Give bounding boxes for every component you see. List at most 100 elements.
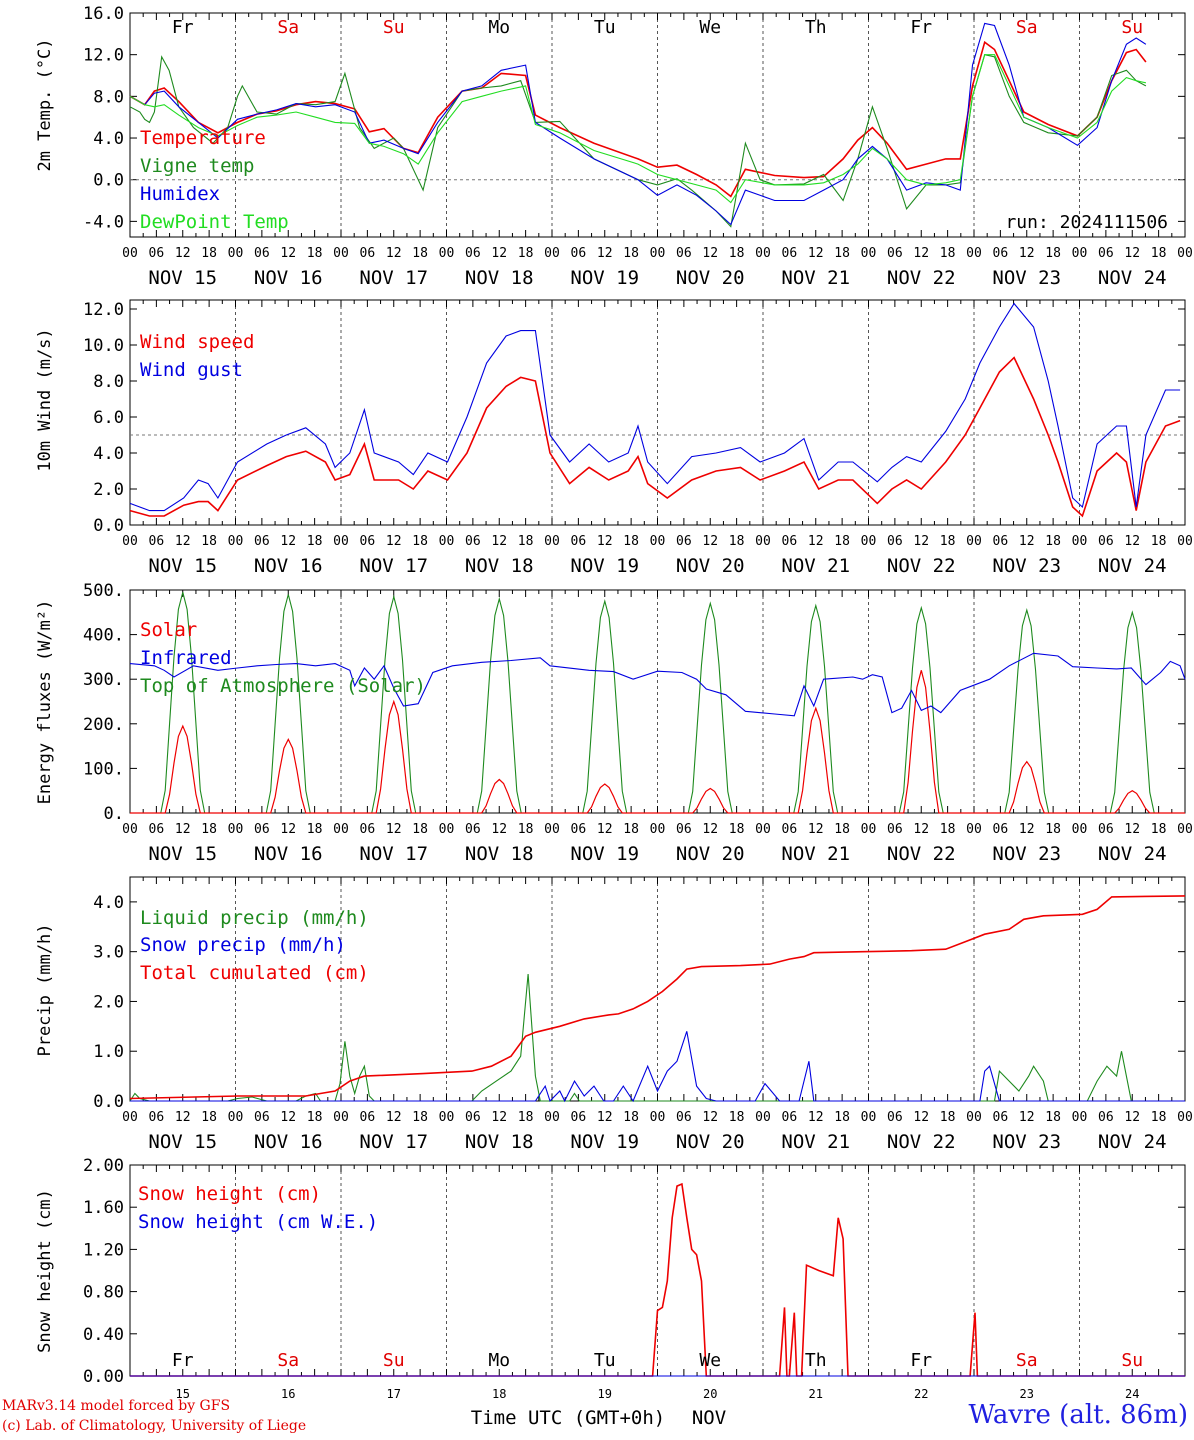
hour-tick-label: 18 xyxy=(623,822,639,837)
date-label: NOV 20 xyxy=(676,1131,745,1153)
y-tick-label: 2.0 xyxy=(93,992,124,1012)
hour-tick-label: 18 xyxy=(307,1110,323,1125)
hour-tick-label: 06 xyxy=(1098,534,1114,549)
hour-tick-label: 12 xyxy=(386,534,402,549)
y-tick-label: 12.0 xyxy=(83,46,124,66)
hour-tick-label: 12 xyxy=(597,534,613,549)
y-tick-label: 10.0 xyxy=(83,336,124,356)
hour-tick-label: 06 xyxy=(571,534,587,549)
day-number-label: 20 xyxy=(703,1387,717,1401)
hour-tick-label: 00 xyxy=(439,246,455,261)
hour-tick-label: 06 xyxy=(571,822,587,837)
legend-entry: Top of Atmosphere (Solar) xyxy=(140,675,426,697)
hour-tick-label: 00 xyxy=(544,246,560,261)
date-label: NOV 19 xyxy=(570,555,639,577)
hour-tick-label: 18 xyxy=(1151,534,1167,549)
hour-tick-label: 00 xyxy=(650,1110,666,1125)
hour-tick-label: 18 xyxy=(940,822,956,837)
legend-entry: Humidex xyxy=(140,183,220,205)
y-tick-label: 0. xyxy=(104,804,124,824)
hour-tick-label: 18 xyxy=(729,534,745,549)
wind-speed-line xyxy=(129,356,1181,518)
vigne-temp-line xyxy=(129,54,1147,228)
hour-tick-label: 06 xyxy=(149,1110,165,1125)
weekday-label: Su xyxy=(1121,17,1143,38)
day-number-label: 23 xyxy=(1020,1387,1034,1401)
hour-tick-label: 00 xyxy=(650,534,666,549)
hour-tick-label: 12 xyxy=(1019,246,1035,261)
hour-tick-label: 12 xyxy=(913,1110,929,1125)
legend-entry: Solar xyxy=(140,619,197,641)
hour-tick-label: 12 xyxy=(1019,822,1035,837)
day-number-label: 21 xyxy=(809,1387,823,1401)
y-tick-label: 0.0 xyxy=(93,171,124,191)
hour-tick-label: 00 xyxy=(333,246,349,261)
hour-tick-label: 18 xyxy=(623,246,639,261)
y-tick-label: 4.0 xyxy=(93,444,124,464)
date-label: NOV 16 xyxy=(254,1131,323,1153)
hour-tick-label: 18 xyxy=(623,534,639,549)
date-label: NOV 17 xyxy=(359,843,428,865)
hour-tick-label: 06 xyxy=(993,246,1009,261)
y-tick-label: 1.60 xyxy=(83,1198,124,1218)
temperature-line xyxy=(129,40,1147,198)
hour-tick-label: 06 xyxy=(149,246,165,261)
hour-tick-label: 06 xyxy=(782,534,798,549)
day-number-label: 15 xyxy=(176,1387,190,1401)
date-label: NOV 22 xyxy=(887,555,956,577)
hour-tick-label: 18 xyxy=(518,822,534,837)
legend-entry: Wind gust xyxy=(140,359,243,381)
hour-tick-label: 18 xyxy=(518,1110,534,1125)
hour-tick-label: 00 xyxy=(966,1110,982,1125)
hour-tick-label: 18 xyxy=(1151,1110,1167,1125)
date-label: NOV 15 xyxy=(148,1131,217,1153)
date-label: NOV 18 xyxy=(465,267,534,289)
hour-tick-label: 12 xyxy=(175,246,191,261)
weekday-label: Sa xyxy=(277,17,299,38)
weekday-label: Fr xyxy=(910,1350,932,1371)
hour-tick-label: 06 xyxy=(887,822,903,837)
hour-tick-label: 06 xyxy=(360,246,376,261)
hour-tick-label: 18 xyxy=(518,534,534,549)
hour-tick-label: 00 xyxy=(650,822,666,837)
hour-tick-label: 18 xyxy=(834,822,850,837)
date-label: NOV 22 xyxy=(887,843,956,865)
hour-tick-label: 18 xyxy=(201,822,217,837)
date-label: NOV 17 xyxy=(359,267,428,289)
weekday-label: Su xyxy=(1121,1350,1143,1371)
date-label: NOV 16 xyxy=(254,267,323,289)
hour-tick-label: 18 xyxy=(729,246,745,261)
hour-tick-label: 00 xyxy=(755,1110,771,1125)
hour-tick-label: 06 xyxy=(887,534,903,549)
hour-tick-label: 12 xyxy=(280,822,296,837)
hour-tick-label: 18 xyxy=(940,1110,956,1125)
y-tick-label: 1.20 xyxy=(83,1240,124,1260)
hour-tick-label: 00 xyxy=(228,1110,244,1125)
y-tick-label: 16.0 xyxy=(83,4,124,24)
weekday-label: Tu xyxy=(594,1350,616,1371)
hour-tick-label: 12 xyxy=(597,1110,613,1125)
weekday-label: Th xyxy=(805,1350,827,1371)
day-number-label: 18 xyxy=(492,1387,506,1401)
hour-tick-label: 18 xyxy=(834,246,850,261)
hour-tick-label: 00 xyxy=(333,1110,349,1125)
date-label: NOV 22 xyxy=(887,1131,956,1153)
y-tick-label: 8.0 xyxy=(93,372,124,392)
hour-tick-label: 00 xyxy=(1177,822,1193,837)
hour-tick-label: 18 xyxy=(201,1110,217,1125)
date-label: NOV 20 xyxy=(676,555,745,577)
y-tick-label: 500. xyxy=(83,581,124,601)
y-tick-label: 300. xyxy=(83,670,124,690)
hour-tick-label: 12 xyxy=(913,822,929,837)
y-tick-label: 0.40 xyxy=(83,1325,124,1345)
hour-tick-label: 18 xyxy=(307,822,323,837)
hour-tick-label: 18 xyxy=(1151,822,1167,837)
hour-tick-label: 18 xyxy=(412,246,428,261)
y-axis-label: Precip (mm/h) xyxy=(35,923,55,1056)
hour-tick-label: 00 xyxy=(755,246,771,261)
hour-tick-label: 18 xyxy=(307,534,323,549)
hour-tick-label: 12 xyxy=(491,246,507,261)
hour-tick-label: 00 xyxy=(333,534,349,549)
hour-tick-label: 00 xyxy=(122,1110,138,1125)
hour-tick-label: 18 xyxy=(1045,246,1061,261)
